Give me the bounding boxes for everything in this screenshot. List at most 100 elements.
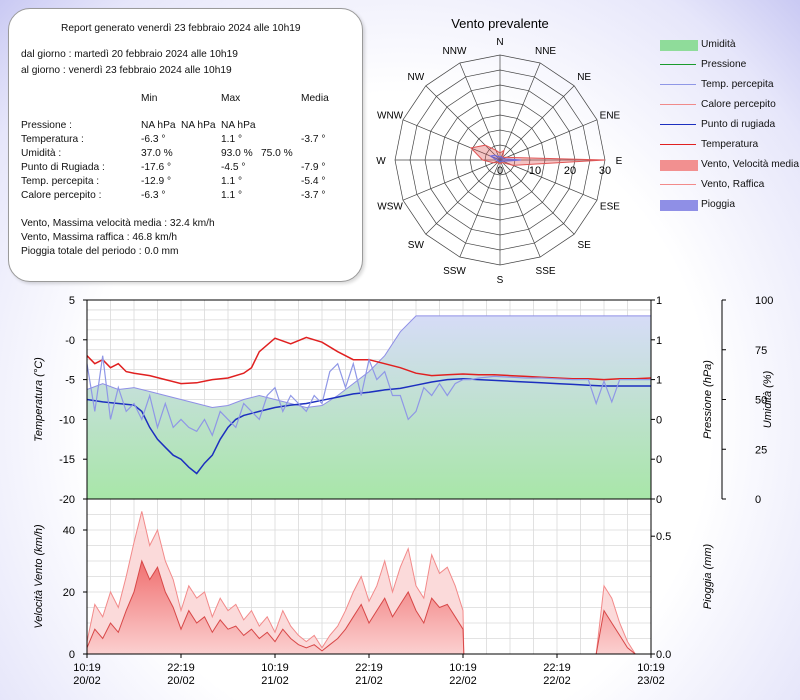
humidity-tick-label: 25 [755, 444, 767, 456]
x-tick-date: 20/02 [167, 675, 195, 687]
wind-gust-text: Vento, Massima raffica : 46.8 km/h [21, 232, 178, 243]
row-min: 37.0 % [141, 148, 173, 159]
legend-item: Pressione [660, 59, 800, 76]
x-tick-time: 22:19 [355, 662, 383, 674]
radar-direction-label: SSE [536, 266, 556, 277]
y-tick-label: -20 [59, 494, 75, 506]
humidity-tick-label: 100 [755, 295, 773, 307]
radar-spoke [425, 159, 501, 235]
pressure-tick-label: 1 [656, 295, 662, 307]
report-title: Report generato venerdì 23 febbraio 2024… [61, 23, 301, 34]
series-line [86, 336, 652, 385]
radar-spoke [402, 159, 501, 201]
radar-direction-label: NE [577, 72, 591, 83]
radar-spoke [499, 85, 575, 161]
row-media: -7.9 ° [301, 162, 326, 173]
rain-total-text: Pioggia totale del periodo : 0.0 mm [21, 246, 179, 257]
legend-item: Vento, Raffica [660, 179, 800, 196]
radar-direction-label: NW [408, 72, 425, 83]
rain-tick-label: 0.5 [656, 531, 671, 543]
series-line [86, 355, 651, 437]
legend-label: Pioggia [701, 199, 735, 210]
radar-spoke [459, 62, 501, 161]
row-min: -17.6 ° [141, 162, 172, 173]
pressure-tick-label: 0 [656, 454, 662, 466]
radar-direction-label: SW [408, 240, 425, 251]
row-max: 1.1 ° [221, 134, 243, 145]
legend-label: Punto di rugiada [701, 119, 776, 130]
x-tick-time: 22:19 [543, 662, 571, 674]
x-tick-time: 10:19 [73, 662, 101, 674]
humidity-tick-label: 0 [755, 494, 761, 506]
radar-tick-label: 10 [529, 165, 541, 177]
y-tick-label: -15 [59, 454, 75, 466]
legend-label: Temp. percepita [701, 79, 774, 90]
report-to: al giorno : venerdì 23 febbraio 2024 all… [21, 65, 232, 76]
legend-label: Vento, Raffica [701, 179, 765, 190]
row-min: -12.9 ° [141, 176, 172, 187]
legend-item: Pioggia [660, 199, 800, 216]
legend-item: Temperatura [660, 139, 800, 156]
radar-spoke [499, 159, 575, 235]
row-min: -6.3 ° [141, 134, 166, 145]
y-axis-label: Temperatura (°C) [33, 357, 45, 442]
legend-item: Umidità [660, 39, 800, 56]
rain-axis-label: Pioggia (mm) [702, 543, 714, 609]
x-tick-date: 22/02 [543, 675, 571, 687]
row-label: Pressione : [21, 120, 72, 131]
row-label: Umidità : [21, 148, 62, 159]
report-from: dal giorno : martedì 20 febbraio 2024 al… [21, 49, 238, 60]
x-tick-date: 21/02 [355, 675, 383, 687]
radar-spoke [402, 119, 501, 161]
legend-swatch [660, 40, 698, 51]
row-label: Temperatura : [21, 134, 84, 145]
radar-spoke [499, 159, 598, 201]
radar-spoke [499, 119, 598, 161]
x-tick-time: 10:19 [637, 662, 665, 674]
legend-swatch [660, 160, 698, 171]
radar-spoke [499, 62, 541, 161]
row-media: -3.7 ° [301, 190, 326, 201]
x-tick-date: 22/02 [449, 675, 477, 687]
humidity-axis-label: Umidità (%) [762, 370, 774, 428]
row-media: -5.4 ° [301, 176, 326, 187]
radar-tick-label: 30 [599, 165, 611, 177]
radar-series-area [469, 144, 606, 166]
row-max: -4.5 ° [221, 162, 246, 173]
radar-spoke [425, 85, 501, 161]
row-max: 1.1 ° [221, 190, 243, 201]
wind-rose-chart: Vento prevalente N NNE NE ENE E ESE SE SSE S SSW SW… [376, 16, 623, 286]
legend-item: Calore percepito [660, 99, 800, 116]
wind-y-tick-label: 40 [63, 525, 75, 537]
legend-swatch [660, 84, 696, 85]
legend-label: Pressione [701, 59, 747, 70]
radar-direction-label: SSW [443, 266, 466, 277]
row-media: -3.7 ° [301, 134, 326, 145]
pressure-tick-label: 0 [656, 414, 662, 426]
y-tick-label: -5 [65, 375, 75, 387]
radar-series-area [488, 154, 522, 163]
header-max: Max [221, 93, 241, 104]
radar-direction-label: NNE [535, 46, 556, 57]
wind-y-tick-label: 20 [63, 587, 75, 599]
radar-direction-label: ENE [600, 110, 621, 121]
radar-direction-label: WSW [377, 202, 403, 213]
legend-swatch [660, 104, 696, 105]
radar-tick-label: 20 [564, 165, 576, 177]
x-tick-date: 23/02 [637, 675, 665, 687]
legend-label: Vento, Velocità media [701, 159, 799, 170]
pressure-tick-label: 1 [656, 335, 662, 347]
y-tick-label: -10 [59, 414, 75, 426]
humidity-area [86, 315, 652, 500]
x-tick-date: 21/02 [261, 675, 289, 687]
wind-y-tick-label: 0 [69, 649, 75, 661]
pressure-tick-label: 0 [656, 494, 662, 506]
radar-direction-label: N [496, 37, 503, 48]
legend-label: Umidità [701, 39, 736, 50]
row-max: NA hPa [181, 120, 216, 131]
row-min: NA hPa [141, 120, 176, 131]
legend-item: Punto di rugiada [660, 119, 800, 136]
legend-swatch [660, 200, 698, 211]
radar-direction-label: E [616, 156, 623, 167]
